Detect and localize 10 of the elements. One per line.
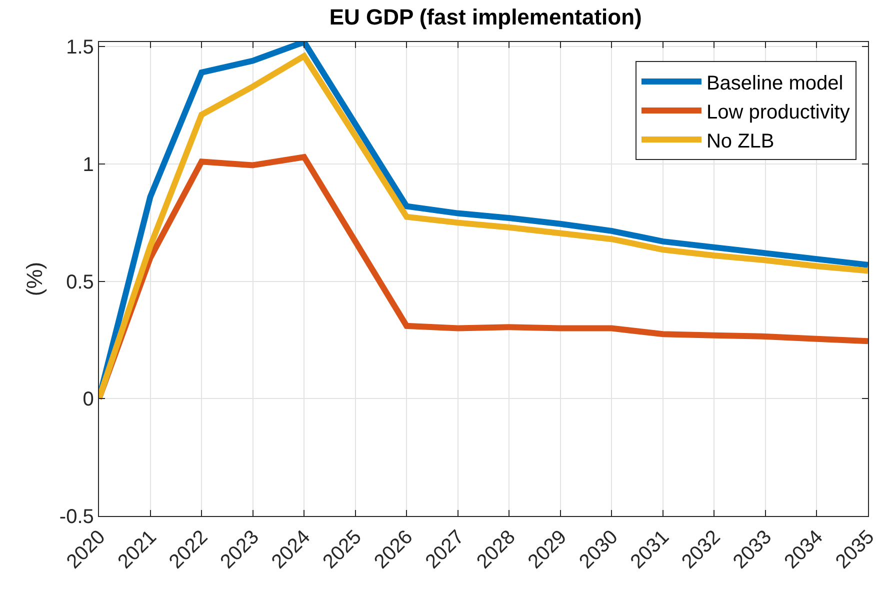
y-tick-label: 1 bbox=[82, 154, 94, 176]
legend-label: Baseline model bbox=[706, 72, 844, 94]
chart-title: EU GDP (fast implementation) bbox=[329, 4, 642, 30]
y-axis-title: (%) bbox=[22, 262, 48, 296]
legend-label: No ZLB bbox=[706, 130, 774, 152]
y-tick-label: 0.5 bbox=[66, 271, 94, 294]
y-tick-label: 0 bbox=[82, 388, 94, 411]
legend-label: Low productivity bbox=[706, 101, 850, 124]
y-tick-label: -0.5 bbox=[59, 506, 94, 528]
y-tick-label: 1.5 bbox=[66, 36, 94, 59]
